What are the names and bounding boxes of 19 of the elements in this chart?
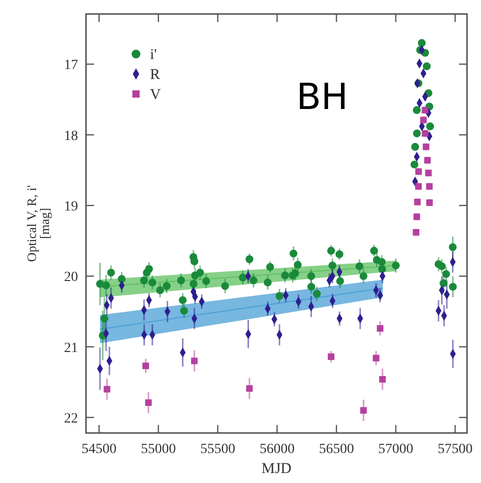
y-tick-label: 17 — [64, 58, 78, 74]
x-tick-label: 55000 — [140, 442, 176, 457]
legend-label: V — [150, 87, 161, 103]
x-tick-label: 57500 — [438, 442, 473, 457]
y-tick-label: 20 — [64, 270, 78, 286]
y-tick-label: 19 — [64, 199, 78, 214]
y-tick-label: 18 — [64, 128, 78, 144]
legend-label: R — [150, 67, 160, 83]
x-tick-label: 56500 — [318, 442, 354, 457]
y-tick-label: 21 — [64, 340, 78, 356]
x-tick-label: 54500 — [82, 442, 117, 457]
legend-label: i' — [150, 47, 158, 63]
x-axis-title: MJD — [261, 461, 292, 477]
x-tick-label: 55500 — [200, 442, 236, 457]
y-axis-title: Optical V, R, i' [mag] — [24, 185, 52, 262]
y-tick-label: 22 — [64, 411, 78, 426]
x-tick-label: 57000 — [378, 442, 414, 457]
x-tick-label: 56000 — [260, 442, 295, 457]
annotation: BH — [296, 77, 348, 118]
